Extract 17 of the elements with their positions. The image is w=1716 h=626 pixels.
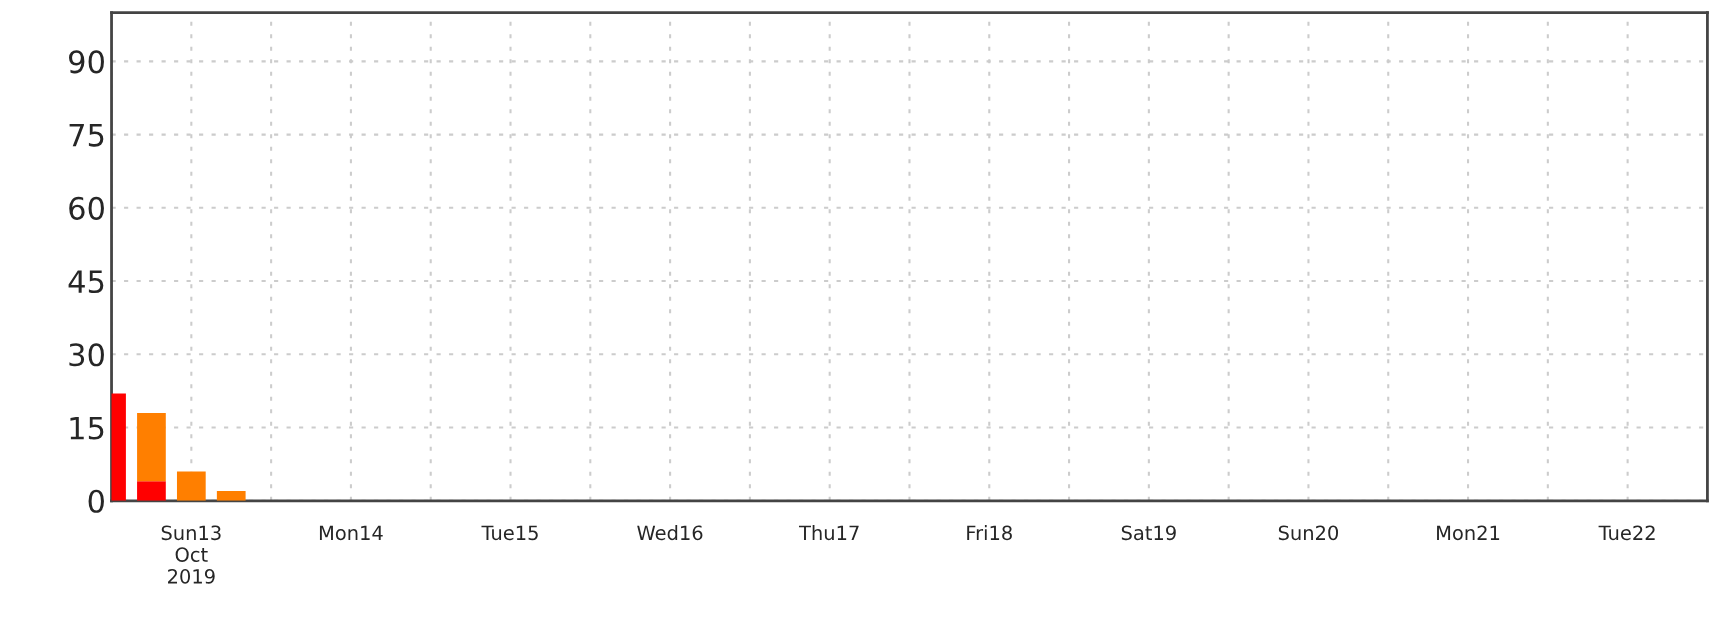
y-tick-label: 75	[69, 123, 104, 147]
x-tick-label: Fri18	[967, 525, 1012, 541]
x-tick-label: Tue22	[1598, 525, 1655, 541]
y-tick-label: 45	[68, 270, 104, 294]
y-tick-label: 30	[69, 343, 104, 367]
x-tick-label: Sat19	[1121, 525, 1176, 541]
x-tick-label: Tue15	[481, 525, 538, 541]
y-tick-label: 15	[70, 416, 104, 440]
x-tick-label: Wed16	[637, 525, 703, 541]
x-tick-label: Mon14	[319, 525, 383, 541]
x-tick-label: Mon21	[1437, 525, 1500, 541]
x-tick-label: Thu17	[799, 525, 859, 541]
x-tick-label: Sun13 Oct 2019	[161, 525, 221, 584]
y-tick-label: 0	[88, 489, 104, 513]
y-tick-label: 60	[69, 196, 104, 220]
x-tick-label: Sun20	[1278, 525, 1339, 541]
y-tick-label: 90	[69, 50, 104, 74]
